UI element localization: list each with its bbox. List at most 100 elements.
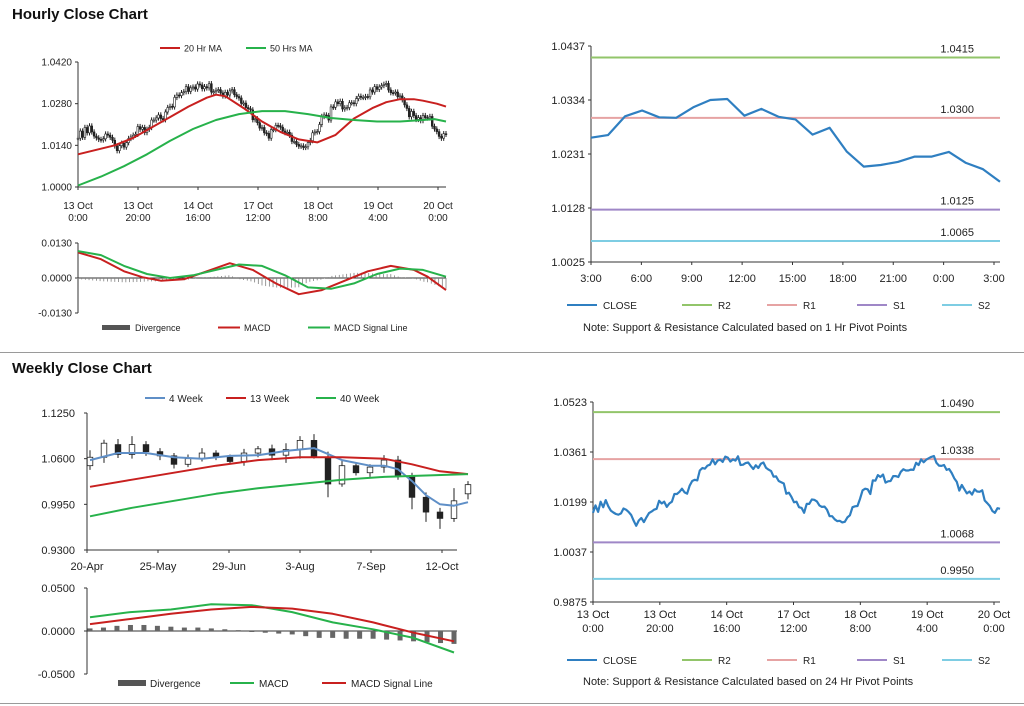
divergence-bar [262, 631, 268, 633]
x-tick-label: 13 Oct [577, 609, 609, 621]
pivot-level-label: 1.0125 [940, 196, 974, 208]
candle-body [81, 130, 84, 138]
y-tick-label: 0.0000 [41, 626, 75, 638]
x-tick-label: 16:00 [185, 213, 210, 224]
divergence-bar [370, 631, 376, 639]
candle-body [442, 133, 445, 139]
candle-body [424, 115, 427, 118]
x-tick-label: 6:00 [631, 273, 652, 285]
legend-label: MACD [244, 323, 271, 333]
candle-body [396, 91, 399, 98]
legend-label: MACD Signal Line [334, 323, 408, 333]
candle-body [207, 83, 211, 89]
candle-body [313, 131, 317, 134]
candle-body [180, 92, 183, 96]
legend-label: 13 Week [250, 394, 290, 405]
x-tick-label: 0:00 [983, 623, 1004, 635]
legend-label: Divergence [135, 323, 181, 333]
candle-body [157, 114, 160, 119]
macd-line [77, 250, 447, 290]
candle-body [95, 135, 98, 139]
legend-label: 40 Week [340, 394, 380, 405]
divergence-bar [235, 630, 241, 632]
candle-body [325, 114, 328, 117]
candle-body [125, 142, 128, 148]
x-tick-label: 12-Oct [425, 561, 458, 573]
candle-body [184, 86, 188, 93]
candle-body [244, 102, 248, 108]
candle-body [210, 83, 213, 93]
candle-body [410, 111, 413, 118]
legend-label: R1 [803, 301, 816, 312]
candle-body [240, 452, 248, 462]
x-tick-label: 17 Oct [777, 609, 809, 621]
x-tick-label: 0:00 [582, 623, 603, 635]
candle-body [366, 466, 374, 474]
y-tick-label: 1.1250 [41, 408, 75, 420]
candle-body [364, 96, 367, 98]
pivot-note: Note: Support & Resistance Calculated ba… [583, 676, 914, 688]
candle-body [292, 141, 296, 143]
candle-body [267, 133, 271, 139]
candle-body [168, 106, 172, 108]
y-tick-label: 0.9875 [553, 597, 587, 609]
candle-body [384, 83, 388, 85]
y-tick-label: 1.0231 [551, 149, 585, 161]
candle-body [118, 145, 121, 151]
candle-body [175, 94, 179, 98]
legend-label: MACD [259, 679, 288, 690]
section-divider [0, 352, 1024, 353]
candle-body [122, 142, 126, 148]
candle-body [295, 141, 298, 145]
candle-body [297, 144, 300, 147]
x-tick-label: 20:00 [125, 213, 150, 224]
candle-body [182, 91, 185, 94]
x-tick-label: 20:00 [646, 623, 674, 635]
candle-body [405, 104, 409, 109]
candle-body [276, 125, 280, 127]
x-tick-label: 8:00 [850, 623, 871, 635]
x-tick-label: 13 Oct [644, 609, 676, 621]
y-tick-label: -0.0500 [38, 669, 75, 681]
macd-line [89, 605, 455, 643]
candle-body [115, 145, 119, 151]
divergence-bar [411, 631, 417, 642]
divergence-bar [249, 631, 255, 632]
candle-body [83, 127, 87, 138]
y-tick-label: 1.0025 [551, 257, 585, 269]
pivot-level-label: 1.0068 [940, 528, 974, 540]
candle-body [166, 107, 169, 113]
legend-label: S1 [893, 656, 906, 667]
candle-body [382, 84, 386, 86]
candle-body [378, 86, 381, 90]
legend-label: MACD Signal Line [351, 679, 433, 690]
x-tick-label: 14 Oct [183, 201, 213, 212]
legend-label: S2 [978, 301, 991, 312]
candle-body [134, 134, 137, 136]
divergence-bar [451, 631, 457, 644]
divergence-bar [100, 627, 106, 631]
candle-body [198, 83, 202, 86]
legend-label: 20 Hr MA [184, 44, 222, 54]
legend-label: CLOSE [603, 656, 637, 667]
candle-body [368, 89, 372, 98]
x-tick-label: 18:00 [829, 273, 857, 285]
candle-body [387, 83, 390, 91]
candle-body [235, 94, 238, 97]
candle-body [398, 95, 402, 98]
candle-body [355, 98, 358, 104]
candle-body [226, 456, 234, 462]
candle-body [240, 97, 243, 104]
candle-body [249, 108, 252, 111]
legend-label: R2 [718, 301, 731, 312]
candle-body [282, 449, 290, 456]
candle-body [444, 133, 448, 136]
x-tick-label: 15:00 [779, 273, 807, 285]
candle-body [258, 122, 261, 129]
y-tick-label: 1.0199 [553, 497, 587, 509]
macd-line [77, 251, 447, 296]
candle-body [260, 127, 264, 129]
candle-body [187, 86, 190, 92]
divergence-bar [289, 631, 295, 635]
candle-body [341, 100, 344, 110]
